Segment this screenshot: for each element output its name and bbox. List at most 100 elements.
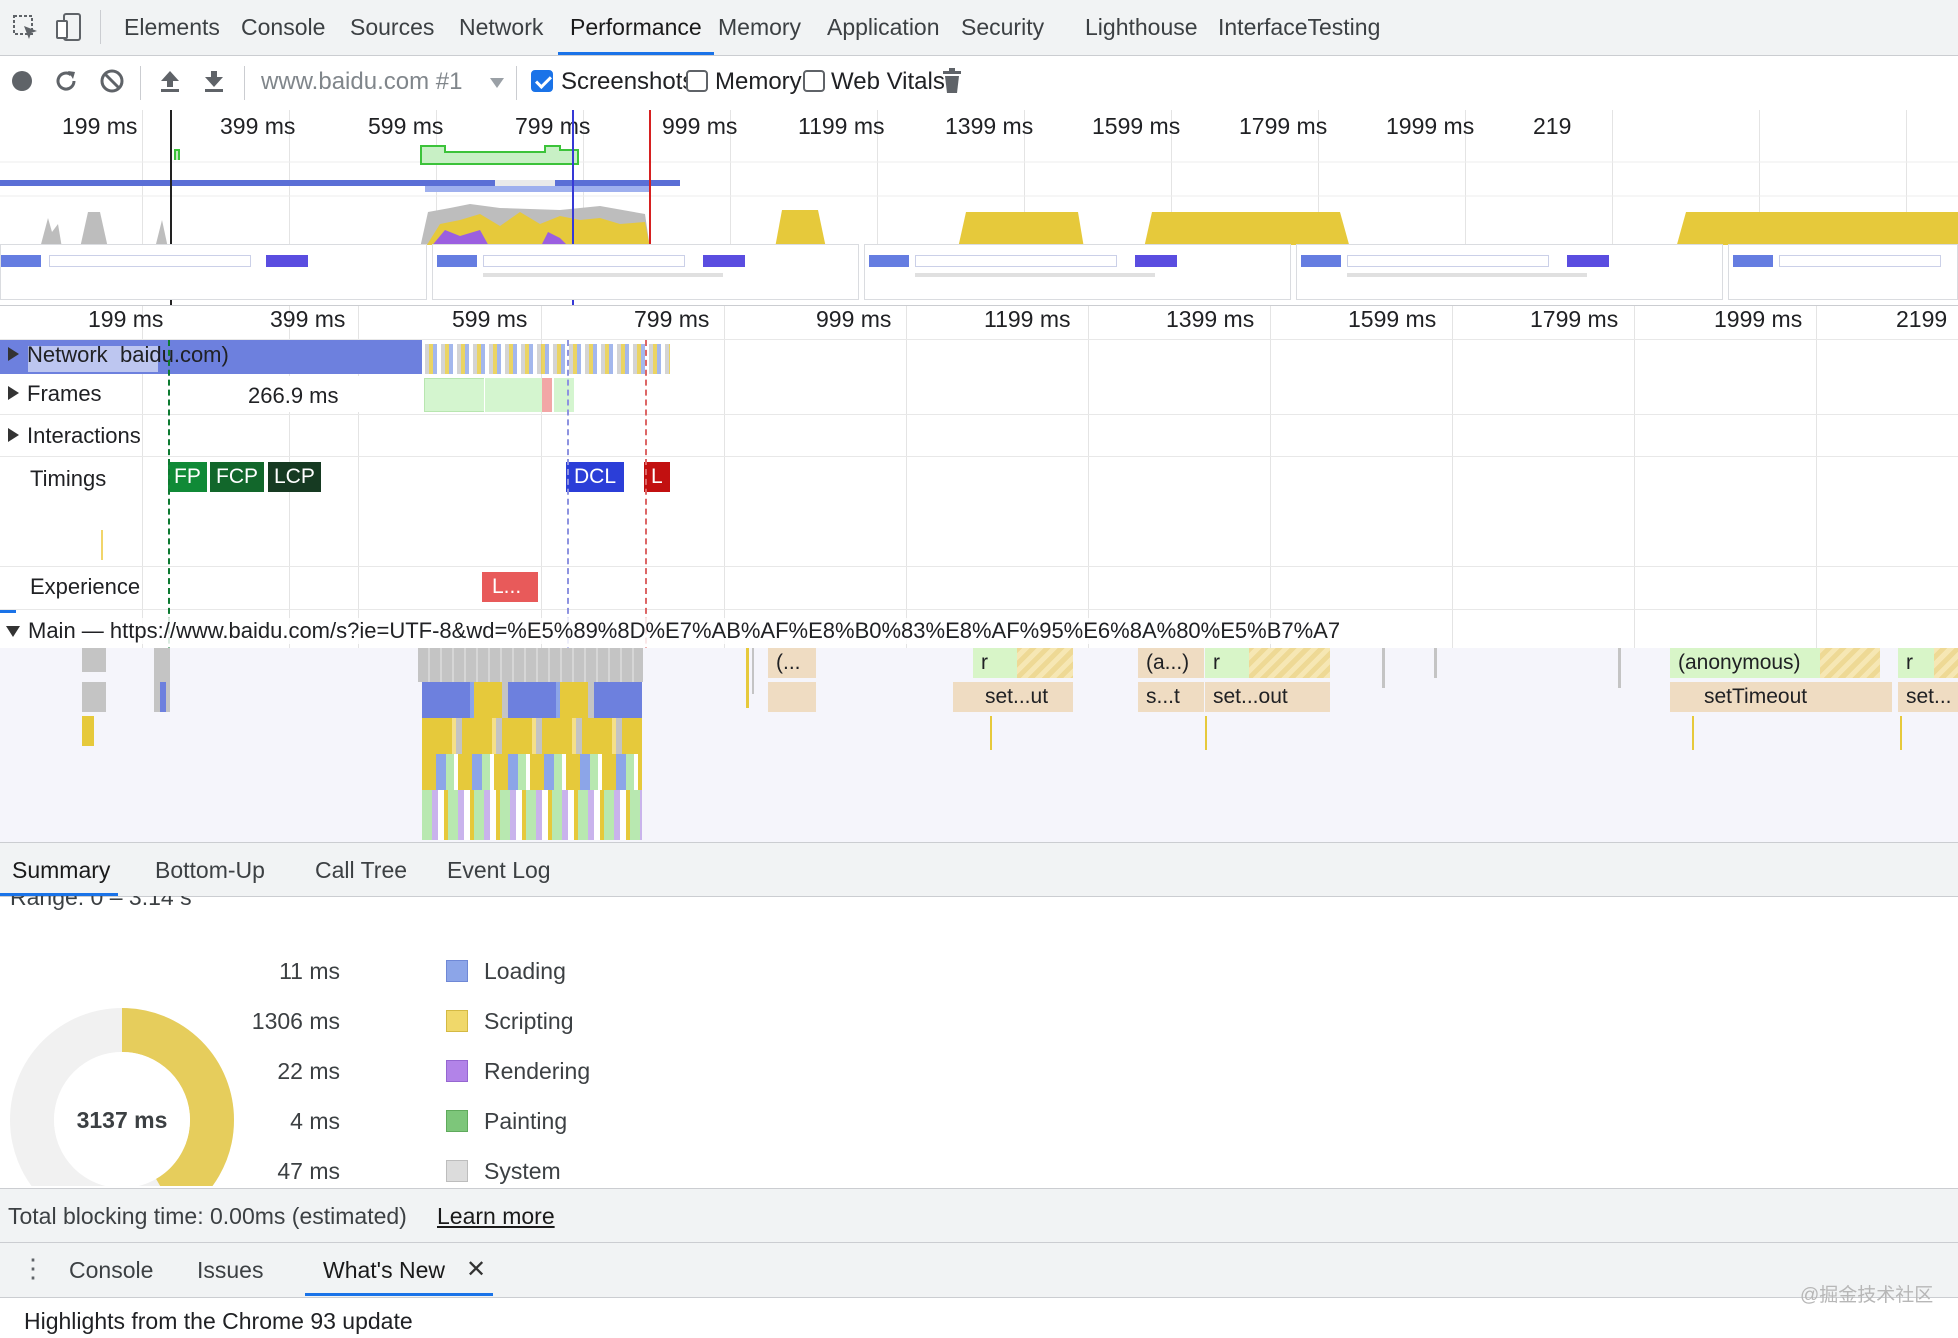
upload-profile-icon[interactable] bbox=[158, 68, 182, 98]
task-cluster[interactable] bbox=[418, 648, 643, 682]
expand-arrow-icon bbox=[8, 386, 19, 400]
dropped-frame[interactable] bbox=[542, 378, 552, 412]
tab-call-tree[interactable]: Call Tree bbox=[315, 857, 408, 883]
task-block[interactable] bbox=[990, 716, 992, 750]
legend-label: Painting bbox=[484, 1108, 568, 1134]
frame-box[interactable] bbox=[175, 376, 422, 412]
inspect-element-icon[interactable] bbox=[12, 14, 40, 46]
frame-box[interactable] bbox=[484, 378, 543, 412]
task-block[interactable] bbox=[1434, 648, 1437, 678]
screenshot-thumbnail[interactable] bbox=[864, 244, 1291, 300]
flame-entry[interactable]: r bbox=[1205, 648, 1249, 678]
task-block[interactable] bbox=[752, 648, 754, 694]
memory-checkbox[interactable] bbox=[686, 70, 708, 92]
task-block[interactable] bbox=[82, 682, 106, 712]
tab-network[interactable]: Network bbox=[459, 14, 544, 40]
more-options-icon[interactable]: ⋮ bbox=[20, 1253, 46, 1283]
flame-entry[interactable]: s...t bbox=[1138, 682, 1204, 712]
dcl-marker[interactable]: DCL bbox=[566, 462, 625, 492]
overview-tick: 219 bbox=[1533, 113, 1572, 139]
lcp-marker[interactable]: LCP bbox=[268, 462, 321, 492]
summary-donut-chart: 3137 ms bbox=[10, 1008, 234, 1186]
reload-record-icon[interactable] bbox=[53, 68, 79, 98]
memory-label: Memory bbox=[715, 68, 802, 95]
active-tab-indicator bbox=[0, 893, 118, 896]
layout-shift-marker[interactable]: L... bbox=[482, 572, 538, 602]
task-cluster[interactable] bbox=[422, 718, 642, 754]
record-icon[interactable] bbox=[10, 69, 34, 97]
device-toolbar-icon[interactable] bbox=[54, 12, 84, 46]
tab-application[interactable]: Application bbox=[827, 14, 940, 40]
tab-lighthouse[interactable]: Lighthouse bbox=[1085, 14, 1198, 40]
legend-label: System bbox=[484, 1158, 561, 1184]
legend-label: Scripting bbox=[484, 1008, 574, 1034]
flame-entry[interactable]: (a...) bbox=[1138, 648, 1204, 678]
tab-memory[interactable]: Memory bbox=[718, 14, 802, 40]
flame-entry[interactable]: set... bbox=[1898, 682, 1958, 712]
fcp-marker[interactable]: FCP bbox=[210, 462, 264, 492]
tab-interface-testing[interactable]: InterfaceTesting bbox=[1218, 14, 1381, 40]
grid-line bbox=[1270, 306, 1271, 842]
screenshots-checkbox[interactable] bbox=[531, 70, 553, 92]
flame-entry[interactable]: set...ut bbox=[953, 682, 1073, 712]
task-block[interactable] bbox=[160, 682, 166, 712]
screenshot-thumbnail[interactable] bbox=[0, 244, 427, 300]
main-thread-row-label[interactable]: Main — https://www.baidu.com/s?ie=UTF-8&… bbox=[6, 618, 1341, 644]
tab-performance[interactable]: Performance bbox=[558, 0, 714, 55]
grid-line bbox=[1759, 110, 1760, 245]
range-label: Range: 0 – 3.14 s bbox=[10, 896, 192, 910]
close-icon[interactable]: ✕ bbox=[466, 1256, 487, 1283]
garbage-collect-icon[interactable] bbox=[942, 67, 962, 99]
flame-entry[interactable]: (anonymous) bbox=[1670, 648, 1820, 678]
tab-console[interactable]: Console bbox=[241, 14, 326, 40]
screenshot-thumbnail[interactable] bbox=[1728, 244, 1958, 300]
tab-elements[interactable]: Elements bbox=[124, 14, 220, 40]
network-row-label[interactable]: Network bbox=[8, 342, 108, 368]
task-cluster[interactable] bbox=[422, 790, 642, 840]
tab-summary[interactable]: Summary bbox=[12, 857, 111, 883]
frames-row-label[interactable]: Frames bbox=[8, 381, 102, 407]
task-cluster[interactable] bbox=[422, 682, 642, 718]
task-block[interactable] bbox=[1382, 648, 1385, 688]
fp-marker[interactable]: FP bbox=[168, 462, 207, 492]
network-request-cluster[interactable] bbox=[425, 344, 670, 374]
task-block[interactable] bbox=[1205, 716, 1207, 750]
task-block[interactable] bbox=[82, 716, 94, 746]
task-block[interactable] bbox=[1900, 716, 1902, 750]
task-block[interactable] bbox=[82, 648, 106, 672]
task-cluster[interactable] bbox=[422, 754, 642, 790]
load-marker[interactable]: L bbox=[644, 462, 670, 492]
profile-select[interactable]: www.baidu.com #1 bbox=[252, 64, 510, 102]
timeline-overview[interactable]: 199 ms 399 ms 599 ms 799 ms 999 ms 1199 … bbox=[0, 110, 1958, 305]
download-profile-icon[interactable] bbox=[202, 68, 226, 98]
selection-start-marker[interactable] bbox=[170, 110, 172, 305]
flame-entry[interactable]: r bbox=[1898, 648, 1934, 678]
task-block[interactable] bbox=[1692, 716, 1694, 750]
blocking-time-text: Total blocking time: 0.00ms (estimated) bbox=[8, 1203, 407, 1229]
flame-entry[interactable] bbox=[768, 682, 816, 712]
drawer-tab-whats-new[interactable]: What's New bbox=[323, 1257, 445, 1283]
screenshot-thumbnail[interactable] bbox=[1296, 244, 1723, 300]
tab-sources[interactable]: Sources bbox=[350, 14, 435, 40]
interactions-row-label[interactable]: Interactions bbox=[8, 423, 141, 449]
task-block[interactable] bbox=[746, 648, 749, 708]
task-block[interactable] bbox=[1618, 648, 1621, 688]
task-block[interactable] bbox=[154, 648, 170, 712]
flame-chart[interactable]: 199 ms 399 ms 599 ms 799 ms 999 ms 1199 … bbox=[0, 306, 1958, 842]
web-vitals-checkbox[interactable] bbox=[803, 70, 825, 92]
flame-entry[interactable]: (... bbox=[768, 648, 816, 678]
flame-entry[interactable]: set...out bbox=[1205, 682, 1330, 712]
drawer-tab-console[interactable]: Console bbox=[69, 1257, 154, 1283]
grid-line bbox=[1318, 110, 1319, 245]
flame-entry[interactable]: r bbox=[973, 648, 1017, 678]
frame-box[interactable] bbox=[554, 378, 574, 412]
flame-entry[interactable]: setTimeout bbox=[1670, 682, 1892, 712]
screenshot-thumbnail[interactable] bbox=[432, 244, 859, 300]
drawer-tab-issues[interactable]: Issues bbox=[197, 1257, 264, 1283]
grid-line bbox=[289, 306, 290, 842]
clear-icon[interactable] bbox=[99, 68, 125, 98]
tab-security[interactable]: Security bbox=[961, 14, 1045, 40]
tab-event-log[interactable]: Event Log bbox=[447, 857, 551, 883]
tab-bottom-up[interactable]: Bottom-Up bbox=[155, 857, 265, 883]
learn-more-link[interactable]: Learn more bbox=[437, 1203, 555, 1229]
